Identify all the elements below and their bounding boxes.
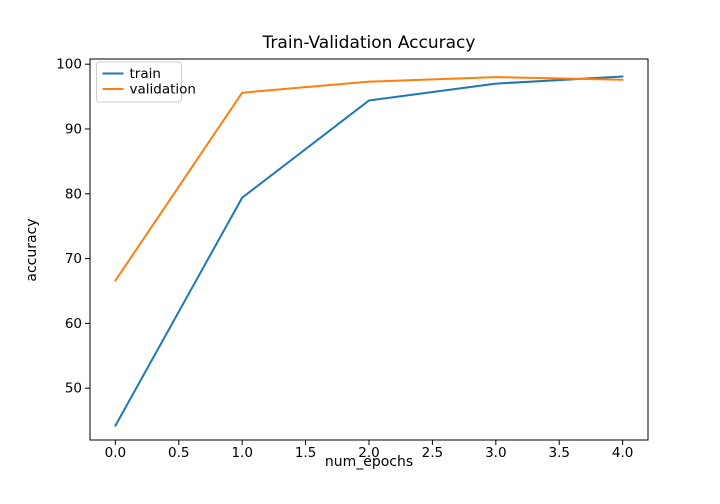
x-tick-label: 3.5 — [548, 445, 569, 461]
x-tick-label: 3.0 — [485, 445, 506, 461]
legend-label-validation: validation — [130, 82, 196, 98]
x-tick-label: 2.5 — [422, 445, 443, 461]
train-line — [114, 75, 624, 427]
chart-title: Train-Validation Accuracy — [262, 33, 476, 53]
y-tick-label: 60 — [65, 316, 82, 332]
y-tick-label: 100 — [56, 57, 82, 73]
x-tick-label: 2.0 — [358, 445, 379, 461]
y-tick-label: 50 — [65, 381, 82, 397]
x-tick-label: 0.5 — [168, 445, 189, 461]
x-tick-label: 4.0 — [612, 445, 633, 461]
plot-area: 0.0 0.5 1.0 1.5 2.0 2.5 3.0 3.5 4.0 50 60 70 80 90 100… — [56, 57, 649, 461]
legend-label-train: train — [130, 66, 161, 82]
y-tick-label: 70 — [65, 251, 82, 267]
y-axis-label: accuracy — [24, 218, 40, 281]
validation-line — [114, 76, 624, 282]
y-tick-label: 90 — [65, 121, 82, 137]
axes-spines — [89, 58, 649, 441]
x-tick-label: 1.5 — [295, 445, 316, 461]
y-tick-label: 80 — [65, 186, 82, 202]
x-tick-label: 0.0 — [105, 445, 126, 461]
legend-box — [96, 61, 182, 103]
x-tick-label: 1.0 — [231, 445, 252, 461]
x-axis-label: num_epochs — [325, 454, 413, 470]
